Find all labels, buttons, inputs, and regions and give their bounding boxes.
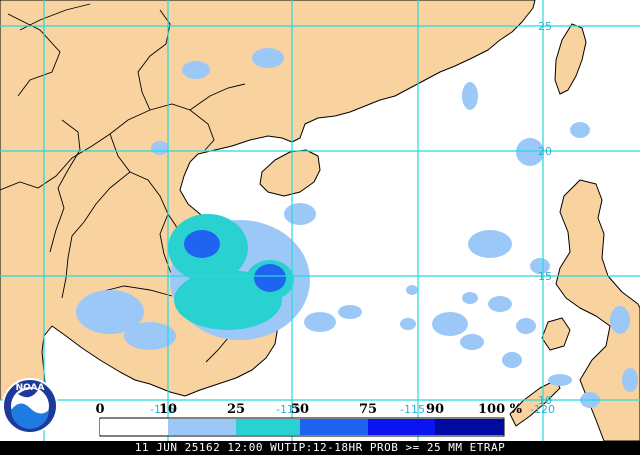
land-palawan [509, 379, 561, 427]
lon-label-c: -115 [400, 403, 425, 416]
probability-map: 25 20 15 10 -115 -115 -115 -120 0 10 25 … [0, 0, 640, 442]
lon-label-b: -115 [276, 403, 301, 416]
noaa-logo-icon: NOAA [2, 378, 58, 434]
legend-bin-75-90 [368, 419, 435, 435]
legend-bin-10-25 [168, 419, 236, 435]
legend-bin-0-10 [100, 419, 168, 435]
legend-tick-10: 10 [159, 402, 177, 417]
legend-ticks: 0 10 25 50 75 90 100 % [95, 402, 522, 417]
legend-tick-90: 90 [426, 402, 444, 417]
legend-tick-75: 75 [359, 402, 377, 417]
prob-50-75-areas [184, 230, 286, 292]
lon-label-d: -120 [530, 403, 555, 416]
lat-lon-grid [0, 0, 640, 441]
lon-label-a: -115 [150, 403, 175, 416]
legend-bin-25-50 [236, 419, 300, 435]
lat-label-25: 25 [538, 20, 552, 33]
legend-bins [100, 419, 504, 435]
legend-tick-50: 50 [291, 402, 309, 417]
legend: 0 10 25 50 75 90 100 % [95, 402, 523, 437]
legend-bin-50-75 [300, 419, 368, 435]
land-taiwan [554, 23, 587, 95]
lat-label-20: 20 [538, 145, 552, 158]
land-hainan [259, 149, 321, 197]
legend-bin-90-100 [435, 419, 504, 435]
legend-tick-25: 25 [227, 402, 245, 417]
noaa-logo-text: NOAA [16, 383, 45, 393]
caption-bar: 11 JUN 25162 12:00 WUTIP:12-18HR PROB >=… [0, 441, 640, 455]
legend-tick-100: 100 % [478, 402, 523, 417]
lat-label-15: 15 [538, 270, 552, 283]
legend-tick-0: 0 [95, 402, 104, 417]
land-philippines [555, 179, 640, 442]
lat-label-10: 10 [538, 394, 552, 407]
land-mindoro [541, 317, 571, 351]
